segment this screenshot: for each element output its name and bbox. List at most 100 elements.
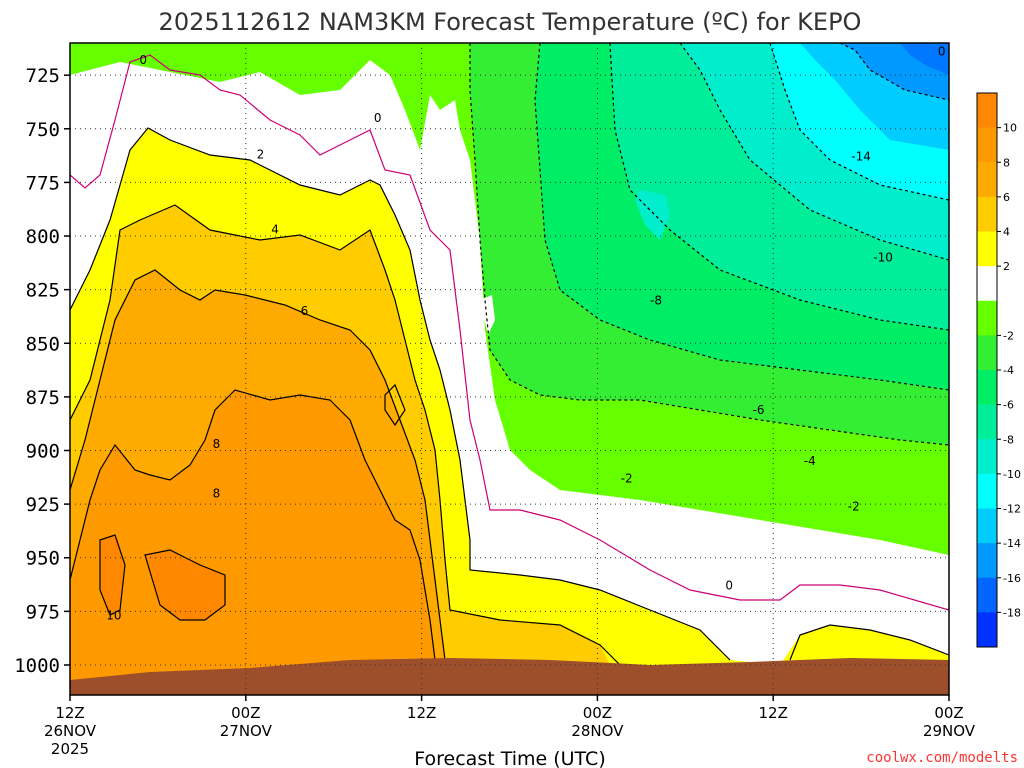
region-orange-8-10 xyxy=(70,390,435,695)
contour-minus4 xyxy=(534,43,949,391)
colorbar-swatch xyxy=(977,543,997,579)
colorbar-label: 4 xyxy=(1003,226,1010,239)
x-tick-label-time: 12Z xyxy=(759,704,788,722)
contour-labels: 0 0 2 4 6 8 8 10 -2 0 -8 -6 -4 -2 -10 -14 0 xyxy=(106,45,946,623)
y-tick-label: 750 xyxy=(26,119,60,141)
contour-label: 6 xyxy=(301,304,309,318)
contour-label: -2 xyxy=(621,471,633,485)
contour-label: 0 xyxy=(139,53,147,67)
contour-label: 0 xyxy=(725,579,733,593)
colorbar-label: -8 xyxy=(1003,433,1014,446)
x-tick-label-time: 00Z xyxy=(934,704,963,722)
colorbar-swatch xyxy=(977,335,997,371)
contour-minus8 xyxy=(679,43,949,261)
contour-label: 4 xyxy=(271,223,279,237)
contour-label: -14 xyxy=(851,150,871,164)
y-tick-label: 825 xyxy=(26,280,60,302)
region-deep-blue xyxy=(900,43,949,75)
colorbar: 10 8 6 4 2 -2 -4 -6 -8 -10 -12 -14 -16 -18 xyxy=(976,92,1021,648)
x-tick-label-time: 12Z xyxy=(407,704,436,722)
y-tick-label: 850 xyxy=(26,333,60,355)
x-tick-label-year: 2025 xyxy=(51,740,89,758)
contour-0-upper xyxy=(70,54,949,611)
contour-label: 8 xyxy=(213,437,221,451)
contour-8-inner xyxy=(384,383,406,427)
contour-8 xyxy=(70,389,436,661)
colorbar-swatch xyxy=(977,439,997,475)
x-tick-label-date: 28NOV xyxy=(571,722,624,740)
x-tick-label-time: 12Z xyxy=(55,704,84,722)
y-tick-label: 900 xyxy=(26,441,60,463)
contour-2 xyxy=(70,127,731,661)
contour-label: 0 xyxy=(938,45,946,59)
x-tick-label-date: 29NOV xyxy=(923,722,976,740)
y-tick-label: 800 xyxy=(26,226,60,248)
contour-10-left xyxy=(99,534,126,616)
contour-minus6 xyxy=(609,43,949,331)
colorbar-swatch xyxy=(977,196,997,232)
colorbar-swatch xyxy=(977,300,997,336)
colorbar-swatch xyxy=(977,473,997,509)
contour-10-center xyxy=(144,549,226,621)
colorbar-swatch xyxy=(977,231,997,267)
contour-label: 8 xyxy=(213,486,221,500)
contour-minus14 xyxy=(839,43,949,101)
plot-frame xyxy=(69,42,950,696)
plot-area xyxy=(70,43,949,695)
colorbar-label: -10 xyxy=(1003,468,1021,481)
colorbar-swatch xyxy=(977,577,997,613)
x-tick-label-time: 00Z xyxy=(583,704,612,722)
y-tick-label: 775 xyxy=(26,172,60,194)
colorbar-swatch xyxy=(977,162,997,198)
colorbar-label: -4 xyxy=(1003,364,1014,377)
contour-4 xyxy=(70,204,621,666)
colorbar-swatch xyxy=(977,612,997,648)
contour-lines xyxy=(70,43,949,666)
colorbar-swatch xyxy=(977,266,997,302)
colorbar-swatch xyxy=(977,93,997,129)
y-tick-label: 725 xyxy=(26,65,60,87)
contour-6 xyxy=(70,269,446,661)
colorbar-label: 6 xyxy=(1003,191,1010,204)
colorbar-label: 2 xyxy=(1003,260,1010,273)
contour-label: -4 xyxy=(804,454,816,468)
colorbar-swatch xyxy=(977,370,997,406)
x-tick-label-time: 00Z xyxy=(231,704,260,722)
x-tick-label-date: 27NOV xyxy=(220,722,273,740)
x-tick-label-date: 26NOV xyxy=(44,722,97,740)
grid xyxy=(70,43,949,695)
y-axis: 725 750 775 800 825 850 875 900 925 950 975 1000 xyxy=(14,65,70,677)
colorbar-label: -14 xyxy=(1003,537,1021,550)
colorbar-label: -12 xyxy=(1003,503,1021,516)
credit-text: coolwx.com/modelts xyxy=(866,750,1018,766)
colorbar-swatch xyxy=(977,127,997,163)
contour-label: 0 xyxy=(374,111,382,125)
y-tick-label: 1000 xyxy=(14,655,60,677)
region-orange-10-plus-left xyxy=(100,535,125,615)
contour-label: 2 xyxy=(257,148,265,162)
colorbar-swatch xyxy=(977,508,997,544)
colorbar-label: 8 xyxy=(1003,156,1010,169)
contour-label: -6 xyxy=(753,403,765,417)
y-tick-label: 950 xyxy=(26,548,60,570)
chart-title: 2025112612 NAM3KM Forecast Temperature (… xyxy=(159,8,862,36)
y-tick-label: 925 xyxy=(26,494,60,516)
contour-label: 10 xyxy=(106,609,121,623)
y-tick-label: 875 xyxy=(26,387,60,409)
colorbar-label: -16 xyxy=(1003,572,1021,585)
colorbar-label: -2 xyxy=(1003,329,1014,342)
region-teal-patch xyxy=(635,190,670,240)
contour-label: -10 xyxy=(873,250,893,264)
region-white-wedge xyxy=(480,295,495,335)
contour-label: -8 xyxy=(650,293,662,307)
ground-surface xyxy=(70,658,949,695)
colorbar-label: -18 xyxy=(1003,606,1021,619)
colorbar-swatch xyxy=(977,404,997,440)
contour-2-right xyxy=(789,624,949,661)
colorbar-label: 10 xyxy=(1003,122,1017,135)
colorbar-label: -6 xyxy=(1003,399,1014,412)
x-axis-title: Forecast Time (UTC) xyxy=(414,748,605,768)
contour-label: -2 xyxy=(848,499,860,513)
